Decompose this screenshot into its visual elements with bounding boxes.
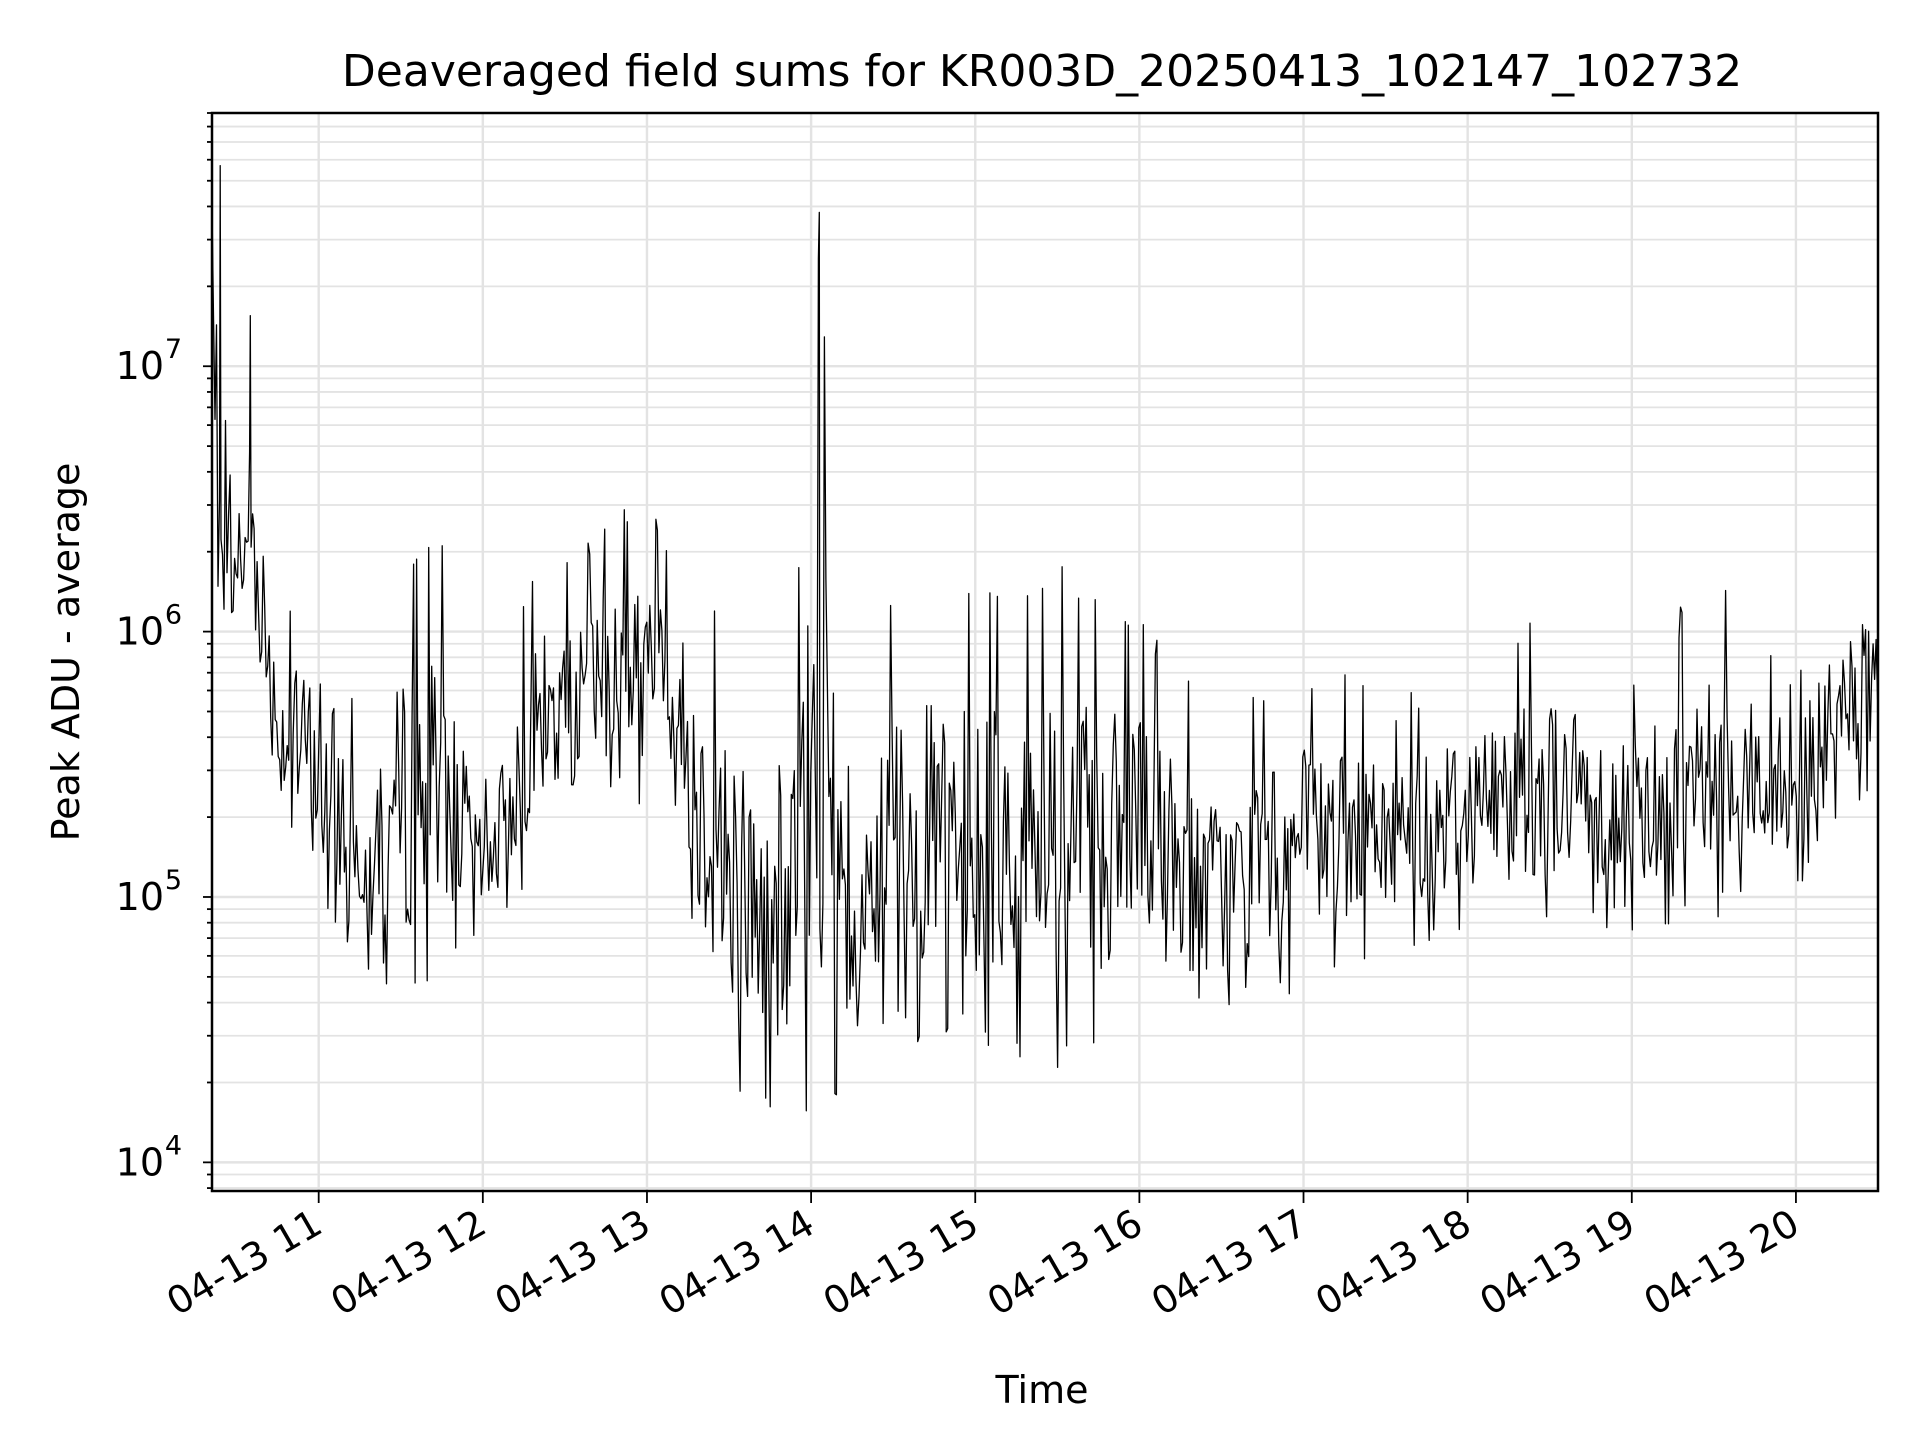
y-tick-exponent: 6 <box>165 600 182 631</box>
y-tick-exponent: 5 <box>165 865 182 896</box>
y-tick-base: 10 <box>116 1140 164 1184</box>
y-tick-base: 10 <box>116 875 164 919</box>
y-tick-exponent: 4 <box>165 1130 182 1161</box>
y-tick-label: 10 <box>116 875 164 919</box>
plot-frame <box>210 111 1880 1193</box>
y-axis-label: Peak ADU - average <box>44 463 88 842</box>
y-tick-label: 10 <box>116 1140 164 1184</box>
y-tick-label: 10 <box>116 610 164 654</box>
y-tick-base: 10 <box>116 344 164 388</box>
y-tick-exponent: 7 <box>165 334 182 365</box>
chart-title: Deaveraged field sums for KR003D_2025041… <box>342 46 1742 97</box>
series-path <box>211 164 1879 1112</box>
y-tick-label: 10 <box>116 344 164 388</box>
y-tick-base: 10 <box>116 610 164 654</box>
series-line <box>211 164 1879 1112</box>
x-axis-label: Time <box>995 1368 1089 1412</box>
